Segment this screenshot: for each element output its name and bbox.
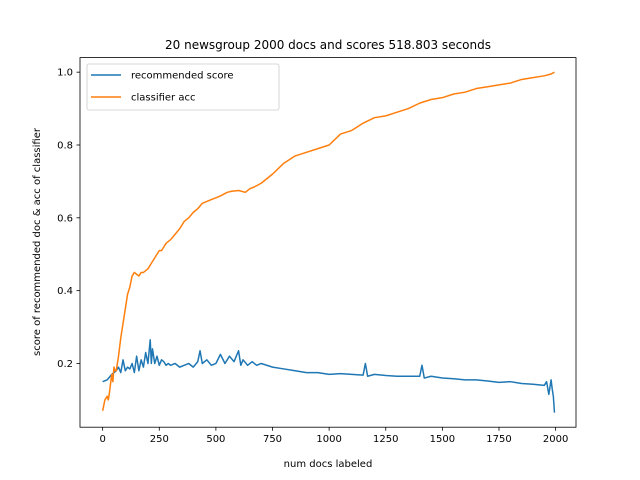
y-axis-label: score of recommended doc & acc of classi… (32, 127, 43, 356)
y-tick-label: 0.2 (57, 359, 73, 370)
legend-box (86, 63, 280, 111)
x-tick-label: 1250 (373, 434, 398, 445)
x-tick-label: 500 (206, 434, 225, 445)
x-tick-label: 2000 (543, 434, 568, 445)
chart-title: 20 newsgroup 2000 docs and scores 518.80… (165, 38, 491, 52)
y-tick-label: 0.4 (57, 286, 73, 297)
x-tick-label: 1000 (316, 434, 341, 445)
y-axis: 0.2 0.4 0.6 0.8 1.0 (57, 68, 80, 370)
series-line-1 (101, 71, 555, 411)
legend-label-1: classifier acc (131, 93, 195, 104)
x-tick-label: 250 (150, 434, 169, 445)
plot-area-frame (79, 57, 577, 428)
x-axis-label: num docs labeled (284, 459, 373, 470)
x-tick-label: 750 (263, 434, 282, 445)
series-line-0 (102, 339, 556, 413)
legend: recommended score classifier acc (86, 63, 280, 111)
x-tick-label: 1750 (486, 434, 511, 445)
x-tick-label: 1500 (430, 434, 455, 445)
legend-label-0: recommended score (131, 71, 234, 82)
x-tick-label: 0 (99, 434, 105, 445)
y-tick-label: 0.8 (57, 140, 73, 151)
y-tick-label: 1.0 (57, 68, 73, 79)
y-tick-label: 0.6 (57, 213, 73, 224)
x-axis: 0 250 500 750 1000 1250 1500 1750 2000 (99, 427, 568, 445)
series-layer (101, 71, 556, 413)
